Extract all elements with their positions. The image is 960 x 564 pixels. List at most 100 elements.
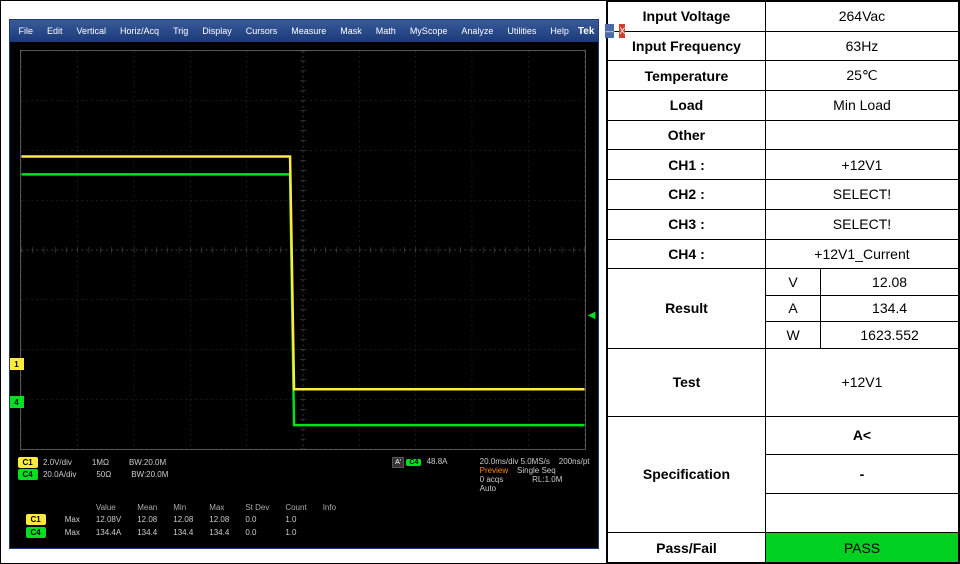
meas-cell: 0.0 — [237, 526, 277, 539]
menu-trig[interactable]: Trig — [168, 24, 193, 38]
spec-label: CH4 : — [608, 239, 766, 269]
cursor-badges: A' — [392, 457, 404, 468]
meas-cell: 12.08 — [165, 513, 201, 526]
ch1-scale: 2.0V/div — [43, 458, 72, 467]
meas-cell: 134.4 — [201, 526, 237, 539]
menu-bar: File Edit Vertical Horiz/Acq Trig Displa… — [10, 20, 598, 42]
spec-value: 63Hz — [765, 31, 958, 61]
meas-header: St Dev — [237, 502, 277, 513]
result-value: 1623.552 — [821, 322, 959, 349]
meas-cell: 134.4 — [129, 526, 165, 539]
menu-display[interactable]: Display — [197, 24, 237, 38]
spec-value: 264Vac — [765, 2, 958, 32]
close-button[interactable]: X — [619, 24, 625, 38]
meas-badge[interactable]: C4 — [26, 527, 46, 538]
cursor-value: 48.8A — [427, 457, 448, 466]
meas-cell: 12.08V — [88, 513, 129, 526]
meas-cell — [315, 513, 344, 526]
ch4-zero-marker[interactable]: 4 — [10, 396, 24, 408]
result-value: 134.4 — [821, 295, 959, 322]
preview-label: Preview — [480, 466, 508, 475]
result-value: 12.08 — [821, 269, 959, 296]
main-container: File Edit Vertical Horiz/Acq Trig Displa… — [0, 0, 960, 564]
result-unit: A — [765, 295, 820, 322]
meas-cell: 134.4A — [88, 526, 129, 539]
spec-label: Other — [608, 120, 766, 150]
meas-header: Value — [88, 502, 129, 513]
spec-label: CH1 : — [608, 150, 766, 180]
passfail-value: PASS — [765, 533, 958, 563]
menu-mask[interactable]: Mask — [335, 24, 367, 38]
scope-window: File Edit Vertical Horiz/Acq Trig Displa… — [9, 19, 599, 549]
menu-help[interactable]: Help — [545, 24, 574, 38]
menu-math[interactable]: Math — [371, 24, 401, 38]
ch4-badge[interactable]: C4 — [18, 469, 38, 480]
menu-horiz-acq[interactable]: Horiz/Acq — [115, 24, 164, 38]
result-unit: V — [765, 269, 820, 296]
trigger-marker-icon: ◀ — [588, 310, 596, 321]
spec-label: CH3 : — [608, 209, 766, 239]
result-unit: W — [765, 322, 820, 349]
passfail-label: Pass/Fail — [608, 533, 766, 563]
meas-row: C1Max12.08V12.0812.0812.080.01.0 — [18, 513, 345, 526]
meas-cell: 1.0 — [277, 513, 314, 526]
specification-label: Specification — [608, 416, 766, 533]
meas-cell: 134.4 — [165, 526, 201, 539]
ch1-zero-marker[interactable]: 1 — [10, 358, 24, 370]
menu-measure[interactable]: Measure — [286, 24, 331, 38]
spec-item: A< — [765, 416, 958, 455]
meas-row: C4Max134.4A134.4134.4134.40.01.0 — [18, 526, 345, 539]
menu-cursors[interactable]: Cursors — [241, 24, 283, 38]
meas-header: Max — [201, 502, 237, 513]
ch1-impedance: 1MΩ — [92, 458, 109, 467]
meas-cell: 12.08 — [201, 513, 237, 526]
waveform-graticule[interactable] — [20, 50, 586, 450]
spec-value: +12V1 — [765, 150, 958, 180]
spec-label: CH2 : — [608, 180, 766, 210]
trigger-mode: Auto — [480, 484, 590, 493]
meas-cell: 12.08 — [129, 513, 165, 526]
acq-mode: Single Seq — [517, 466, 556, 475]
ch1-badge[interactable]: C1 — [18, 457, 38, 468]
spec-panel: Input Voltage264VacInput Frequency63HzTe… — [606, 1, 959, 563]
menu-file[interactable]: File — [14, 24, 39, 38]
ch1-bw: BW:20.0M — [129, 458, 166, 467]
minimize-button[interactable]: — — [605, 24, 614, 38]
timebase-rate: 20.0ms/div 5.0MS/s — [480, 457, 550, 466]
meas-header — [57, 502, 88, 513]
scope-panel: File Edit Vertical Horiz/Acq Trig Displa… — [1, 1, 606, 563]
meas-header: Count — [277, 502, 314, 513]
menu-edit[interactable]: Edit — [42, 24, 68, 38]
spec-value — [765, 120, 958, 150]
spec-label: Input Frequency — [608, 31, 766, 61]
meas-header: Info — [315, 502, 344, 513]
meas-cell: Max — [57, 526, 88, 539]
menu-vertical[interactable]: Vertical — [72, 24, 112, 38]
test-label: Test — [608, 348, 766, 416]
spec-label: Temperature — [608, 61, 766, 91]
menu-utilities[interactable]: Utilities — [502, 24, 541, 38]
meas-header: Min — [165, 502, 201, 513]
meas-cell: 1.0 — [277, 526, 314, 539]
spec-label: Load — [608, 91, 766, 121]
acq-count: 0 acqs — [480, 475, 504, 484]
meas-cell — [315, 526, 344, 539]
spec-value: SELECT! — [765, 209, 958, 239]
spec-value: SELECT! — [765, 180, 958, 210]
brand-label: Tek — [578, 26, 595, 37]
cursor-badge-group: A' C4 48.8A — [392, 457, 447, 468]
spec-item — [765, 494, 958, 533]
test-value: +12V1 — [765, 348, 958, 416]
meas-badge[interactable]: C1 — [26, 514, 46, 525]
menu-myscope[interactable]: MyScope — [405, 24, 453, 38]
measurement-table: ValueMeanMinMaxSt DevCountInfo C1Max12.0… — [18, 502, 345, 539]
meas-cell: Max — [57, 513, 88, 526]
timebase-info: 20.0ms/div 5.0MS/s 200ns/pt Preview Sing… — [480, 457, 590, 493]
readout-panel: C1 2.0V/div 1MΩ BW:20.0M C4 20.0A/div 50… — [10, 454, 598, 548]
meas-cell: 0.0 — [237, 513, 277, 526]
menu-analyze[interactable]: Analyze — [456, 24, 498, 38]
ch4-bw: BW:20.0M — [131, 470, 168, 479]
spec-value: Min Load — [765, 91, 958, 121]
spec-label: Input Voltage — [608, 2, 766, 32]
result-label: Result — [608, 269, 766, 349]
